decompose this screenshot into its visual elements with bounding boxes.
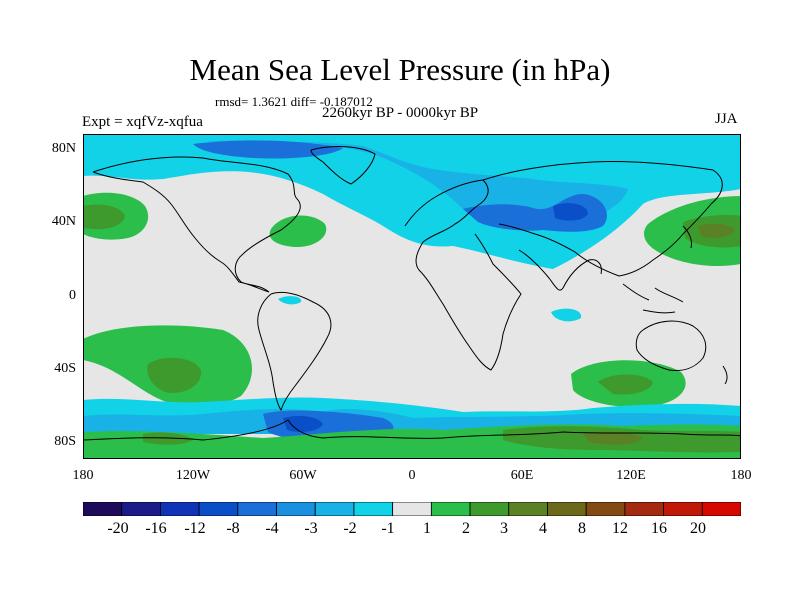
colorbar <box>83 502 741 516</box>
lat-label-40s: 40S <box>54 361 76 376</box>
antarctica-coast <box>83 419 741 441</box>
season-label: JJA <box>715 111 738 127</box>
experiment-label: Expt = xqfVz-xqfua <box>82 114 203 130</box>
colorbar-swatch <box>508 502 548 516</box>
map-frame <box>83 134 741 459</box>
colorbar-label: -20 <box>107 520 129 537</box>
period-label: 2260kyr BP - 0000kyr BP <box>322 105 479 121</box>
colorbar-swatch <box>121 502 161 516</box>
lon-label-180e: 180 <box>730 468 752 483</box>
colorbar-swatch <box>83 502 123 516</box>
colorbar-swatch <box>547 502 587 516</box>
colorbar-swatch <box>469 502 510 516</box>
weddell-deepest-low <box>283 416 323 432</box>
colorbar-label: 4 <box>539 520 547 537</box>
colorbar-swatch <box>663 502 703 516</box>
colorbar-label: 12 <box>612 520 628 537</box>
siberia-deepest-low <box>553 203 588 221</box>
arabia-india-coast <box>518 249 602 291</box>
lon-label-120w: 120W <box>175 468 211 483</box>
coastlines <box>83 146 741 441</box>
colorbar-label: 8 <box>578 520 586 537</box>
colorbar-label: -1 <box>381 520 395 537</box>
south-pacific-core <box>147 357 202 393</box>
north-pacific-core-west <box>83 204 125 230</box>
colorbar-swatch <box>276 502 316 516</box>
colorbar-label: -8 <box>226 520 240 537</box>
map-title: Mean Sea Level Pressure (in hPa) <box>189 52 611 87</box>
antarctic-high-patches-west <box>143 432 193 445</box>
colorbar-label: 16 <box>651 520 667 537</box>
colorbar-swatch <box>585 502 626 516</box>
colorbar-swatch <box>160 502 200 516</box>
colorbar-label: -2 <box>343 520 357 537</box>
lat-label-80s: 80S <box>54 434 76 449</box>
south-america-coast <box>257 291 332 412</box>
antarctic-high-peak <box>583 431 643 445</box>
colorbar-label: -12 <box>184 520 206 537</box>
colorbar-label: -3 <box>304 520 318 537</box>
colorbar-swatch <box>392 502 432 516</box>
lon-label-180w: 180 <box>72 468 94 483</box>
europe-africa-coast <box>404 179 522 371</box>
colorbar-swatch <box>624 502 664 516</box>
greenland-coast <box>310 146 376 185</box>
colorbar-label: 20 <box>690 520 706 537</box>
north-pacific-peak-east <box>698 223 735 238</box>
colorbar-label: 2 <box>462 520 470 537</box>
lat-label-0: 0 <box>69 288 76 303</box>
colorbar-label: 1 <box>423 520 431 537</box>
south-indian-core <box>598 374 653 395</box>
lon-label-120e: 120E <box>616 468 646 483</box>
colorbar-swatch <box>198 502 239 516</box>
japan-coast <box>682 225 692 249</box>
rmsd-diff-text: rmsd= 1.3621 diff= -0.187012 <box>215 94 373 109</box>
north-america-coast <box>92 156 301 293</box>
colorbar-swatch <box>353 502 394 516</box>
colorbar-label: -16 <box>145 520 167 537</box>
lat-label-40n: 40N <box>51 214 76 229</box>
colorbar-swatch <box>237 502 277 516</box>
southeast-asia-islands <box>622 283 684 314</box>
lon-label-60w: 60W <box>289 468 317 483</box>
arctic-deep-low <box>193 140 343 159</box>
colorbar-swatch <box>314 502 355 516</box>
arctic-low-region <box>83 134 741 269</box>
lat-label-80n: 80N <box>51 141 76 156</box>
lon-label-0: 0 <box>408 468 416 483</box>
colorbar-swatch <box>701 502 741 516</box>
tropical-atlantic-low <box>278 296 302 305</box>
colorbar-label: -4 <box>265 520 279 537</box>
pressure-anomaly-map <box>83 134 741 459</box>
colorbar-label: 3 <box>500 520 508 537</box>
indian-ocean-low <box>551 308 582 322</box>
azores-high <box>269 215 327 248</box>
lon-label-60e: 60E <box>510 468 534 483</box>
australia-coast <box>635 320 707 371</box>
new-zealand-coast <box>722 365 728 385</box>
colorbar-swatch <box>430 502 471 516</box>
asia-coast <box>482 160 723 277</box>
